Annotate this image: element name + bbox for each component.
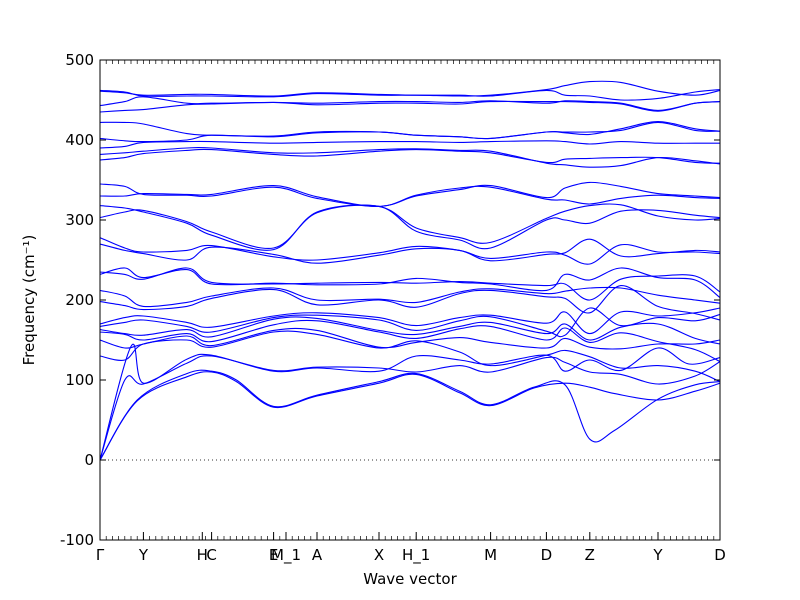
x-tick-label: Y bbox=[138, 546, 149, 564]
x-tick-label: Y bbox=[652, 546, 663, 564]
series-line-16 bbox=[100, 237, 720, 265]
y-tick-label: 200 bbox=[65, 291, 94, 309]
series-line-17 bbox=[100, 204, 720, 250]
x-tick-label: Z bbox=[585, 546, 595, 564]
x-axis-ticks: Γ Y HC EM_1 A X H_1 M D Z Y D bbox=[96, 532, 726, 565]
x-tick-label: C bbox=[206, 546, 216, 564]
y-tick-label: 500 bbox=[65, 51, 94, 69]
y-tick-label: 400 bbox=[65, 131, 94, 149]
series-line-2 bbox=[100, 369, 720, 461]
series-line-19 bbox=[100, 181, 720, 207]
y-tick-label: 100 bbox=[65, 371, 94, 389]
series-line-12 bbox=[100, 286, 720, 308]
series-line-22 bbox=[100, 146, 720, 168]
x-axis-label: Wave vector bbox=[363, 570, 457, 588]
x-tick-label: A bbox=[312, 546, 323, 564]
x-tick-label: X bbox=[374, 546, 384, 564]
x-tick-label: M bbox=[484, 546, 497, 564]
series-line-20 bbox=[100, 185, 720, 207]
x-tick-label: H_1 bbox=[402, 546, 430, 565]
series-line-29 bbox=[100, 89, 720, 101]
series-line-27 bbox=[100, 96, 720, 111]
x-tick-label: E bbox=[269, 546, 278, 564]
series-line-1 bbox=[100, 371, 720, 461]
y-axis-label: Frequency (cm⁻¹) bbox=[20, 235, 38, 366]
series-line-14 bbox=[100, 267, 720, 301]
y-tick-label: 0 bbox=[84, 451, 94, 469]
x-tick-label: Γ bbox=[96, 546, 105, 564]
x-tick-label: H bbox=[197, 546, 208, 564]
x-axis-minor-ticks bbox=[99, 60, 721, 540]
plot-frame bbox=[99, 59, 721, 541]
series-line-15 bbox=[100, 238, 720, 264]
series-line-21 bbox=[100, 148, 720, 164]
y-tick-label: -100 bbox=[60, 531, 94, 549]
series-line-13 bbox=[100, 267, 720, 299]
series-line-5 bbox=[100, 330, 720, 383]
series-line-7 bbox=[100, 319, 720, 363]
series-line-4 bbox=[100, 343, 720, 461]
series-line-11 bbox=[100, 285, 720, 321]
series-line-10 bbox=[100, 307, 720, 335]
x-tick-label: M_1 bbox=[271, 546, 301, 565]
series-line-25 bbox=[100, 121, 720, 140]
series-line-8 bbox=[100, 316, 720, 345]
series-layer bbox=[100, 80, 720, 461]
series-line-24 bbox=[100, 121, 720, 143]
series-line-3 bbox=[100, 355, 720, 461]
y-axis-ticks: -100 0 100 200 300 400 500 bbox=[60, 51, 720, 549]
y-tick-label: 300 bbox=[65, 211, 94, 229]
series-line-18 bbox=[100, 203, 720, 251]
x-tick-label: D bbox=[714, 546, 726, 564]
series-line-9 bbox=[100, 307, 720, 338]
series-line-23 bbox=[100, 140, 720, 149]
series-line-6 bbox=[100, 327, 720, 350]
x-tick-label: D bbox=[541, 546, 553, 564]
series-line-26 bbox=[100, 100, 720, 113]
